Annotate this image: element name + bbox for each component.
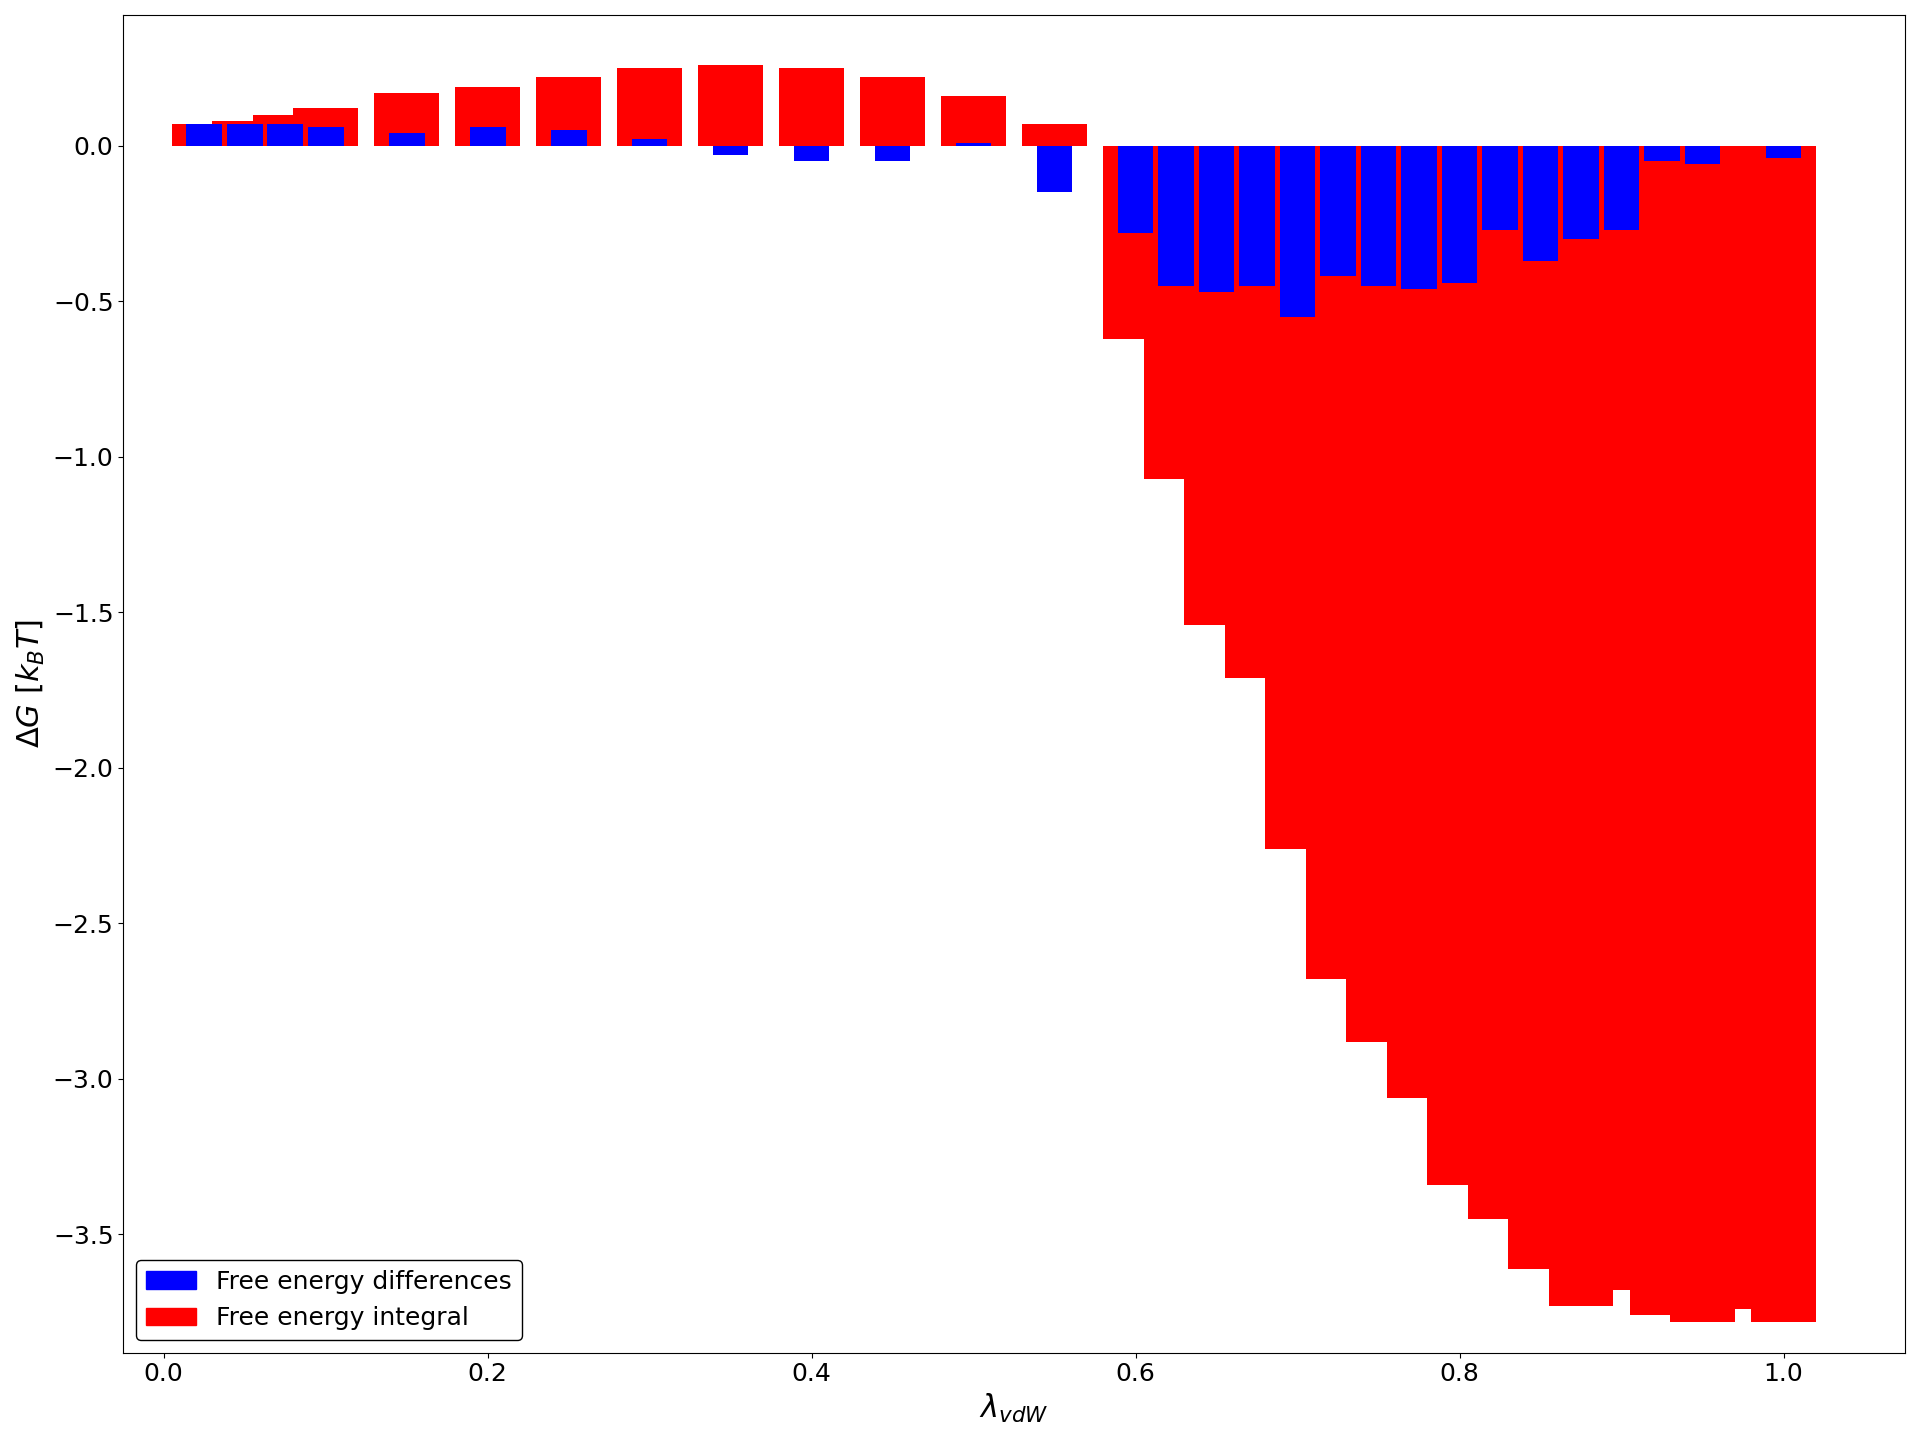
Bar — [1442, 145, 1476, 282]
X-axis label: $\lambda_{vdW}$: $\lambda_{vdW}$ — [979, 1392, 1048, 1426]
Bar — [173, 124, 236, 145]
Bar — [1603, 145, 1640, 229]
Bar — [941, 96, 1006, 145]
Bar — [1225, 145, 1290, 678]
Bar — [1563, 145, 1599, 239]
Bar — [186, 124, 223, 145]
Bar — [1766, 145, 1801, 158]
Bar — [876, 145, 910, 161]
Bar — [699, 65, 762, 145]
Bar — [1630, 145, 1695, 1315]
Bar — [227, 124, 263, 145]
Bar — [1523, 145, 1559, 261]
Bar — [1386, 145, 1452, 1097]
Bar — [1265, 145, 1331, 848]
Bar — [1670, 145, 1736, 1322]
Bar — [536, 78, 601, 145]
Y-axis label: $\Delta G$ [$k_BT$]: $\Delta G$ [$k_BT$] — [15, 619, 48, 749]
Bar — [1198, 145, 1235, 292]
Bar — [455, 86, 520, 145]
Bar — [780, 68, 845, 145]
Bar — [1361, 145, 1396, 285]
Bar — [551, 130, 586, 145]
Bar — [712, 145, 749, 156]
Bar — [294, 108, 359, 145]
Bar — [1482, 145, 1519, 229]
Bar — [632, 140, 668, 145]
Bar — [1104, 145, 1167, 338]
Bar — [1158, 145, 1194, 285]
Bar — [1711, 145, 1776, 1309]
Bar — [1549, 145, 1613, 1306]
Bar — [1346, 145, 1411, 1041]
Bar — [390, 134, 424, 145]
Bar — [213, 121, 276, 145]
Bar — [1507, 145, 1572, 1269]
Bar — [1306, 145, 1371, 979]
Bar — [793, 145, 829, 161]
Bar — [1751, 145, 1816, 1322]
Bar — [267, 124, 303, 145]
Bar — [374, 92, 440, 145]
Bar — [1644, 145, 1680, 161]
Bar — [470, 127, 505, 145]
Bar — [1590, 145, 1653, 1290]
Bar — [956, 143, 991, 145]
Bar — [1144, 145, 1208, 478]
Bar — [1467, 145, 1532, 1218]
Bar — [1037, 145, 1073, 193]
Bar — [1117, 145, 1154, 233]
Bar — [860, 78, 925, 145]
Bar — [1321, 145, 1356, 276]
Bar — [1238, 145, 1275, 285]
Legend: Free energy differences, Free energy integral: Free energy differences, Free energy int… — [136, 1260, 522, 1341]
Bar — [1684, 145, 1720, 164]
Bar — [1185, 145, 1250, 625]
Bar — [307, 127, 344, 145]
Bar — [618, 68, 682, 145]
Bar — [1281, 145, 1315, 317]
Bar — [253, 115, 317, 145]
Bar — [1427, 145, 1492, 1185]
Bar — [1021, 124, 1087, 145]
Bar — [1402, 145, 1436, 289]
